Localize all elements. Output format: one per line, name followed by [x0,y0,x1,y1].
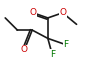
Text: O: O [59,8,66,17]
Text: F: F [64,40,69,49]
Text: F: F [50,50,55,59]
Text: O: O [21,45,28,54]
Text: O: O [30,8,37,17]
